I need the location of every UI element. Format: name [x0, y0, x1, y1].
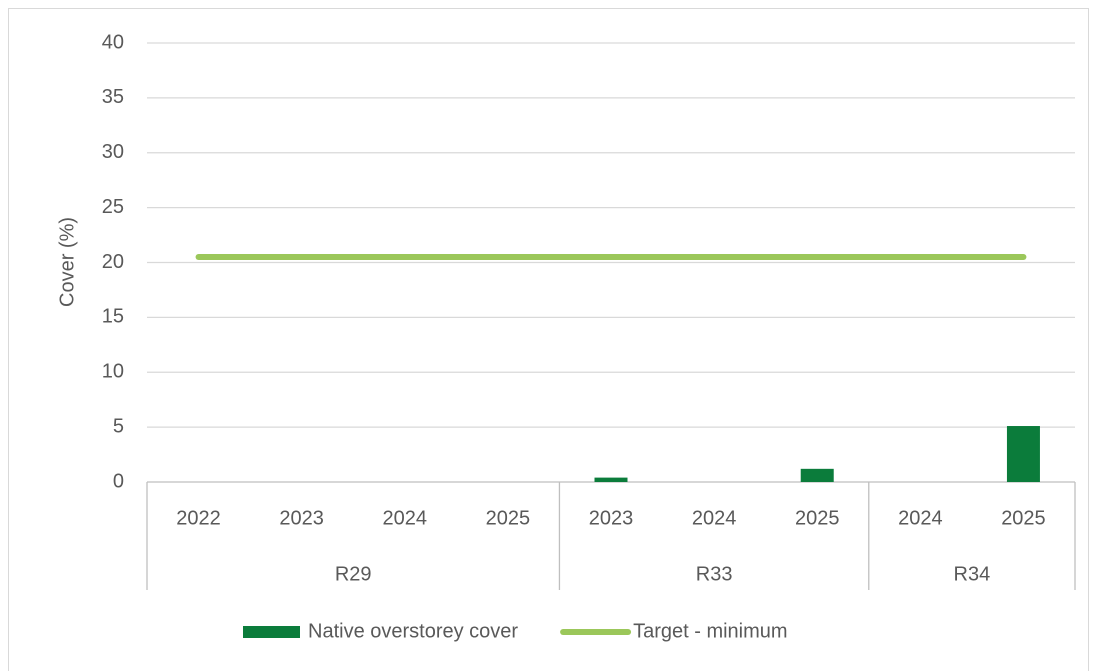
legend-label: Target - minimum — [633, 620, 787, 642]
y-tick-label: 30 — [102, 141, 124, 163]
y-axis-label: Cover (%) — [56, 217, 78, 307]
x-tick-label: 2023 — [279, 507, 324, 529]
bar — [1006, 426, 1040, 482]
chart-border — [8, 8, 1089, 671]
bar — [800, 468, 834, 482]
x-tick-label: 2025 — [486, 507, 531, 529]
x-tick-label: 2024 — [898, 507, 943, 529]
x-tick-label: 2025 — [1001, 507, 1046, 529]
x-tick-label: 2024 — [692, 507, 737, 529]
y-tick-label: 10 — [102, 361, 124, 383]
y-tick-label: 15 — [102, 306, 124, 328]
x-tick-label: 2024 — [383, 507, 428, 529]
y-tick-label: 0 — [113, 470, 124, 492]
y-tick-label: 25 — [102, 196, 124, 218]
y-tick-label: 5 — [113, 415, 124, 437]
x-tick-label: 2022 — [176, 507, 221, 529]
x-tick-label: 2025 — [795, 507, 840, 529]
legend-swatch — [243, 626, 300, 638]
group-label: R29 — [335, 563, 372, 585]
y-tick-label: 35 — [102, 86, 124, 108]
x-tick-label: 2023 — [589, 507, 634, 529]
group-label: R34 — [954, 563, 991, 585]
y-tick-label: 40 — [102, 31, 124, 53]
legend-label: Native overstorey cover — [308, 620, 518, 642]
bar — [594, 477, 628, 482]
group-label: R33 — [696, 563, 733, 585]
y-tick-label: 20 — [102, 251, 124, 273]
